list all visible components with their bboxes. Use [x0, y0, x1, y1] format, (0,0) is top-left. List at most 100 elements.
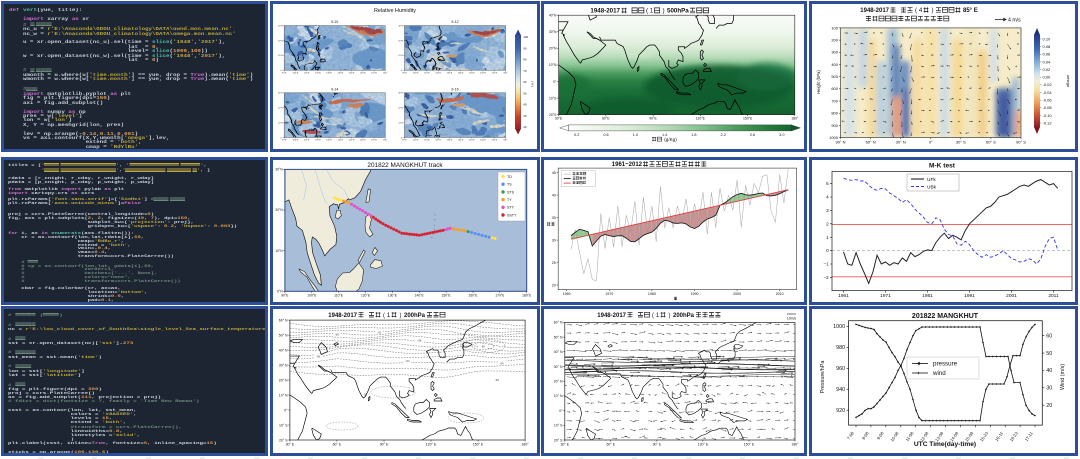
svg-text:150°E: 150°E — [743, 117, 753, 121]
svg-text:20° S: 20° S — [279, 438, 288, 442]
svg-text:1.0: 1.0 — [633, 133, 638, 137]
svg-text:-60: -60 — [335, 332, 339, 336]
svg-text:(: ( — [383, 313, 385, 319]
svg-text:10°S: 10°S — [549, 96, 557, 100]
svg-text:-56: -56 — [316, 354, 320, 358]
svg-text:150° E: 150° E — [473, 442, 484, 446]
svg-text:150°E: 150°E — [469, 140, 475, 142]
svg-text:M-K test: M-K test — [928, 162, 955, 169]
svg-text:40: 40 — [523, 103, 527, 107]
svg-text:160°E: 160°E — [360, 72, 366, 74]
svg-text:30°N: 30°N — [549, 30, 557, 34]
svg-text:130°E: 130°E — [326, 140, 332, 142]
svg-text:2001: 2001 — [1006, 293, 1017, 299]
svg-text:180°E: 180°E — [522, 293, 532, 297]
svg-text:30: 30 — [552, 238, 556, 242]
svg-text:0.6: 0.6 — [603, 133, 608, 137]
svg-text:TS: TS — [507, 182, 512, 186]
svg-text:0°: 0° — [281, 137, 283, 139]
svg-text:40: 40 — [1046, 368, 1052, 374]
svg-text:201822 MANGKHUT: 201822 MANGKHUT — [911, 313, 978, 320]
svg-text:1948-2017: 1948-2017 — [597, 313, 626, 319]
svg-text:180°: 180° — [503, 140, 507, 142]
svg-text:1000: 1000 — [833, 324, 845, 330]
svg-text:3: 3 — [826, 208, 829, 213]
svg-text:180°: 180° — [503, 72, 507, 74]
svg-text:20: 20 — [552, 283, 556, 287]
svg-text:-0.02: -0.02 — [1042, 82, 1052, 87]
svg-text:15-08: 15-08 — [963, 430, 974, 442]
svg-text:-0.08: -0.08 — [1042, 105, 1052, 110]
svg-text:200: 200 — [831, 38, 838, 43]
svg-text:2.6: 2.6 — [750, 133, 755, 137]
svg-text:160°E: 160°E — [480, 72, 486, 74]
svg-text:1: 1 — [826, 234, 829, 239]
svg-text:90: 90 — [523, 46, 527, 50]
svg-text:1.4: 1.4 — [662, 133, 667, 137]
svg-text:20: 20 — [1046, 403, 1052, 409]
svg-text:SSTY: SSTY — [507, 213, 517, 217]
svg-text:(: ( — [646, 8, 649, 15]
svg-text:30°N: 30°N — [398, 26, 403, 28]
svg-text:30° E: 30° E — [286, 442, 295, 446]
svg-text:140°E: 140°E — [337, 72, 343, 74]
svg-text:90°E: 90°E — [649, 117, 657, 121]
svg-text:120°E: 120°E — [315, 140, 321, 142]
svg-text:60°E: 60°E — [602, 117, 610, 121]
svg-text:700: 700 — [831, 98, 838, 103]
svg-text:50: 50 — [523, 91, 527, 95]
svg-text:8-08: 8-08 — [860, 430, 869, 440]
svg-text:45: 45 — [552, 170, 556, 174]
svg-text:20°N: 20°N — [398, 40, 403, 42]
svg-text:500hPa: 500hPa — [667, 8, 689, 15]
svg-text:-62: -62 — [377, 330, 381, 334]
svg-text:1000: 1000 — [829, 135, 839, 140]
svg-text:-58: -58 — [417, 338, 421, 342]
svg-text:40° N: 40° N — [279, 348, 288, 352]
svg-text:1: 1 — [650, 8, 654, 15]
svg-text:30°E: 30°E — [555, 117, 563, 121]
svg-text:10° S: 10° S — [554, 423, 563, 427]
svg-text:1960: 1960 — [563, 291, 571, 295]
svg-text:2010: 2010 — [776, 291, 784, 295]
svg-text:16-23: 16-23 — [1008, 430, 1019, 442]
svg-text:100°E: 100°E — [413, 72, 419, 74]
svg-text:60° S: 60° S — [985, 140, 995, 145]
svg-text:(g/Kg): (g/Kg) — [664, 137, 677, 142]
svg-text:90°E: 90°E — [402, 72, 407, 74]
svg-text:0.2: 0.2 — [574, 133, 579, 137]
svg-text:14-08: 14-08 — [948, 430, 959, 442]
svg-text:130°E: 130°E — [447, 140, 453, 142]
svg-text:960: 960 — [836, 366, 845, 372]
svg-text:30°N: 30°N — [278, 93, 283, 95]
svg-text:160°E: 160°E — [480, 140, 486, 142]
svg-text:10° N: 10° N — [554, 394, 563, 398]
svg-text:−2: −2 — [823, 275, 829, 280]
svg-text:10°N: 10°N — [398, 55, 403, 57]
svg-text:11-08: 11-08 — [904, 430, 914, 442]
svg-text:20°S: 20°S — [549, 113, 557, 117]
svg-text:170°E: 170°E — [371, 140, 377, 142]
svg-text:1948-2017: 1948-2017 — [590, 8, 620, 15]
svg-text:TD: TD — [507, 174, 512, 178]
svg-text:90°E: 90°E — [281, 293, 289, 297]
svg-text:2.2: 2.2 — [721, 133, 726, 137]
svg-text:160°E: 160°E — [468, 293, 478, 297]
svg-text:UBk: UBk — [927, 184, 937, 190]
svg-text:9-14: 9-14 — [331, 87, 338, 91]
svg-text:1: 1 — [387, 313, 391, 319]
svg-text:−1: −1 — [823, 261, 829, 266]
svg-text:20°N: 20°N — [278, 108, 283, 110]
svg-text:1981: 1981 — [922, 293, 933, 299]
svg-text:0.08: 0.08 — [1042, 44, 1051, 49]
svg-text:100: 100 — [831, 25, 838, 30]
svg-text:300: 300 — [831, 50, 838, 55]
svg-text:200hPa: 200hPa — [404, 313, 426, 319]
svg-text:120° E: 120° E — [698, 442, 709, 446]
svg-text:0°N: 0°N — [277, 289, 283, 293]
svg-text:160°E: 160°E — [360, 140, 366, 142]
svg-text:110°E: 110°E — [334, 293, 344, 297]
svg-text:140°E: 140°E — [337, 140, 343, 142]
svg-text:0°: 0° — [281, 70, 283, 72]
svg-text:110°E: 110°E — [304, 72, 310, 74]
